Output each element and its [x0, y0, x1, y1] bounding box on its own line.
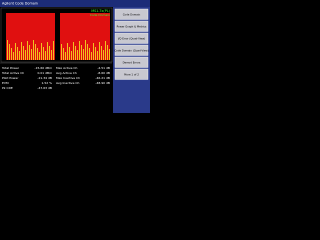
trace-bar	[83, 49, 84, 60]
trace-bar	[31, 49, 32, 60]
trace-bar	[45, 51, 46, 60]
softkey[interactable]	[114, 20, 149, 32]
metric-value: -8.60 dB	[97, 71, 110, 75]
trace-bar	[23, 46, 24, 60]
softkey-label: Code Domain	[123, 12, 141, 16]
metric-label: Avg Inactive Ch	[56, 81, 79, 85]
softkey-label: I/Q Error (Quad-View)	[118, 36, 146, 40]
trace-bar	[71, 51, 72, 60]
trace-bar	[43, 47, 44, 60]
metric-value: 1.52 %	[42, 81, 53, 85]
title: Agilent Code Domain	[2, 2, 38, 6]
title-bar	[0, 0, 150, 7]
softkey-label: Code Domain (Quad-View)	[114, 48, 148, 52]
trace-bar	[97, 51, 98, 60]
metric-label: Total Power	[1, 66, 20, 70]
trace-bar	[85, 40, 86, 60]
trace-bar	[15, 43, 16, 60]
metric-value: -46.21 dB	[95, 76, 110, 80]
softkey[interactable]	[114, 56, 149, 68]
metric-label: Total Active Ch	[1, 71, 24, 75]
trace-bar	[61, 44, 62, 60]
trace-bar	[39, 52, 40, 60]
trace-bar	[99, 42, 100, 60]
metric-value: 0.01 dBm	[37, 71, 52, 75]
trace-bar	[37, 48, 38, 60]
trace-block	[6, 13, 55, 60]
trace-bar	[107, 45, 108, 60]
metric-label: EVM	[2, 81, 9, 85]
trace-bar	[47, 42, 48, 60]
softkey-label: Demod Errors	[123, 60, 141, 64]
metric-label: Avg Active Ch	[56, 71, 77, 75]
trace-bar	[13, 52, 14, 60]
trace-bar	[53, 41, 54, 60]
trace-bar	[35, 44, 36, 60]
trace-bar	[73, 42, 74, 60]
softkey[interactable]	[114, 68, 149, 80]
trace-bar	[79, 41, 80, 60]
trace-bar	[9, 44, 10, 60]
trace-bar	[69, 47, 70, 60]
trace-bar	[19, 51, 20, 60]
metric-label: Pk CDE	[2, 86, 13, 90]
softkey[interactable]	[114, 8, 149, 20]
trace-bar	[63, 48, 64, 60]
metric-value: -15.60 dBm	[34, 66, 52, 70]
trace-bar	[41, 43, 42, 60]
trace-bar	[77, 50, 78, 60]
trace-bar	[65, 52, 66, 60]
trace-sublabel: Code Domain	[90, 13, 110, 17]
trace-bar	[89, 48, 90, 60]
trace-bar	[7, 40, 8, 60]
metric-label: Max Active Ch	[56, 66, 77, 70]
metrics: Total Power -15.60 dBm Total Active Ch 0.01…	[1, 66, 110, 90]
metric-label: Max Inactive Ch	[56, 76, 80, 80]
trace-bar	[87, 44, 88, 60]
metric-value: -48.90 dB	[95, 81, 110, 85]
trace-bar	[25, 50, 26, 60]
trace-bar	[91, 52, 92, 60]
trace-bar	[21, 42, 22, 60]
metric-value: -21.34 dB	[37, 76, 52, 80]
metric-value: -4.51 dB	[97, 66, 110, 70]
trace-bar	[95, 47, 96, 60]
trace-bar	[105, 41, 106, 60]
metric-value: -47.63 dB	[37, 86, 52, 90]
softkey-label: Power Graph & Metrics	[117, 24, 147, 28]
page: Agilent Code Domain MS1-Tx(PL) Code Doma…	[0, 0, 320, 113]
softkeys: Code Domain Power Graph & Metrics I/Q Erro…	[114, 8, 149, 80]
trace-bar	[49, 46, 50, 60]
softkey-label: More 1 of 2	[124, 72, 139, 76]
softkey[interactable]	[114, 32, 149, 44]
trace-bar	[33, 40, 34, 60]
trace-bar	[27, 41, 28, 60]
softkey[interactable]	[114, 44, 149, 56]
trace-bar	[67, 43, 68, 60]
trace-bar	[101, 46, 102, 60]
trace-bar	[17, 47, 18, 60]
screen: Agilent Code Domain MS1-Tx(PL) Code Doma…	[0, 0, 150, 113]
trace-bar	[93, 43, 94, 60]
trace-bar	[29, 45, 30, 60]
trace	[6, 13, 110, 60]
trace-bar	[51, 50, 52, 60]
trace-bar	[103, 50, 104, 60]
trace-bar	[75, 46, 76, 60]
trace-label: MS1-Tx(PL)	[91, 9, 110, 13]
trace-bar	[11, 48, 12, 60]
trace-bar	[81, 45, 82, 60]
metric-label: Pilot Power	[2, 76, 19, 80]
trace-bar	[109, 49, 110, 60]
